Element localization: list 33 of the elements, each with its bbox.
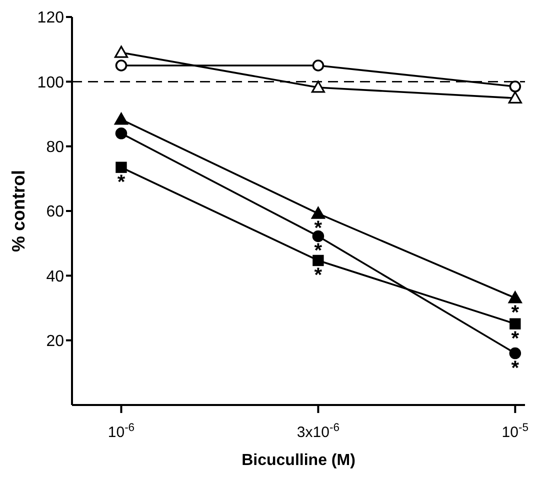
annotation: * (314, 264, 322, 286)
y-tick-label: 40 (46, 268, 64, 286)
y-tick-label: 120 (37, 10, 64, 27)
annotation: * (511, 328, 520, 350)
point (508, 291, 522, 304)
point (510, 318, 521, 330)
annotation: * (314, 218, 322, 240)
point (509, 347, 522, 360)
annotation: * (511, 302, 520, 324)
y-tick-label: 80 (46, 139, 64, 156)
point (508, 91, 522, 104)
x-tick-label: 10$^{-6}$ (108, 422, 135, 441)
point (114, 46, 128, 58)
point (311, 80, 325, 93)
y-tick-label: 100 (37, 74, 64, 92)
x-axis-title: Bicuculline (M) (242, 452, 356, 469)
point (115, 128, 128, 140)
y-axis-title: % control (8, 170, 28, 252)
point (312, 254, 324, 266)
y-tick-label: 60 (46, 204, 64, 221)
x-tick-label: 10$^{-5}$ (502, 422, 529, 441)
point (116, 162, 127, 173)
point (115, 60, 128, 72)
point (311, 206, 325, 219)
annotation: * (314, 240, 322, 262)
annotation: * (117, 171, 126, 194)
point (312, 230, 324, 242)
y-tick-label: 20 (46, 333, 64, 350)
point (509, 80, 522, 92)
point (312, 60, 324, 72)
point (114, 112, 128, 125)
x-tick-label: 3x10$^{-6}$ (296, 422, 340, 441)
annotation: * (511, 357, 520, 380)
